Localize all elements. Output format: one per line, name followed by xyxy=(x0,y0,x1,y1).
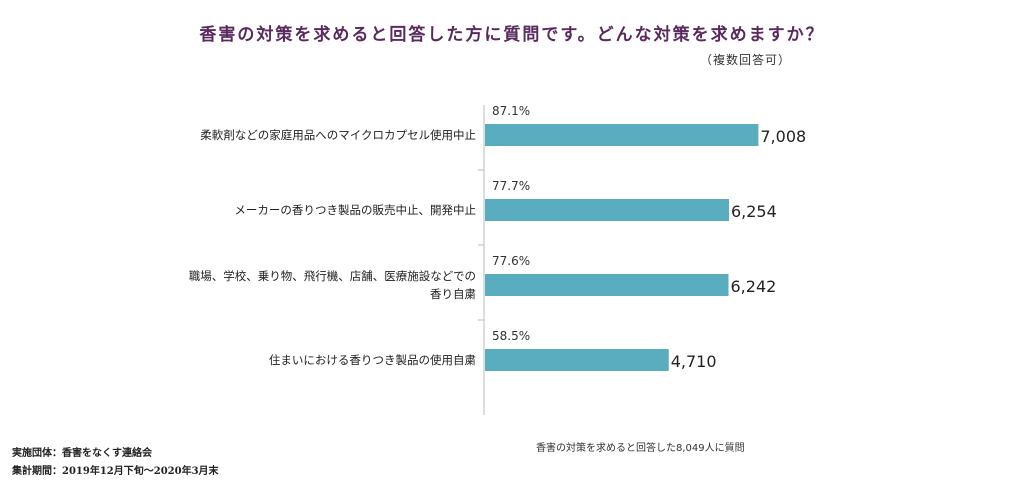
category-label-4: 住まいにおける香りつき製品の使用自粛 xyxy=(269,353,476,367)
bar-2 xyxy=(485,199,729,221)
value-label-2: 6,254 xyxy=(731,202,777,221)
bar-1 xyxy=(485,124,759,146)
category-label-3: 職場、学校、乗り物、飛行機、店舗、医療施設などでの xyxy=(189,269,476,283)
footer-organization: 実施団体：香害をなくす連絡会 xyxy=(12,448,152,459)
footer-period: 集計期間：2019年12月下旬～2020年3月末 xyxy=(12,466,219,477)
footer-note: 香害の対策を求めると回答した8,049人に質問 xyxy=(536,443,745,454)
value-label-3: 6,242 xyxy=(731,277,777,296)
bar-3 xyxy=(485,274,729,296)
value-label-4: 4,710 xyxy=(671,352,717,371)
chart-title: 香害の対策を求めると回答した方に質問です。どんな対策を求めますか？ xyxy=(199,25,825,45)
value-label-1: 7,008 xyxy=(760,127,806,146)
percent-label-3: 77.6% xyxy=(492,254,530,268)
percent-label-4: 58.5% xyxy=(492,329,530,343)
percent-label-2: 77.7% xyxy=(492,179,530,193)
bar-4 xyxy=(485,349,669,371)
category-label-1: 柔軟剤などの家庭用品へのマイクロカプセル使用中止 xyxy=(200,128,476,142)
percent-label-1: 87.1% xyxy=(492,104,530,118)
category-label-3: 香り自粛 xyxy=(430,287,476,301)
chart-subtitle: （複数回答可） xyxy=(700,53,792,67)
category-label-2: メーカーの香りつき製品の販売中止、開発中止 xyxy=(234,203,476,217)
